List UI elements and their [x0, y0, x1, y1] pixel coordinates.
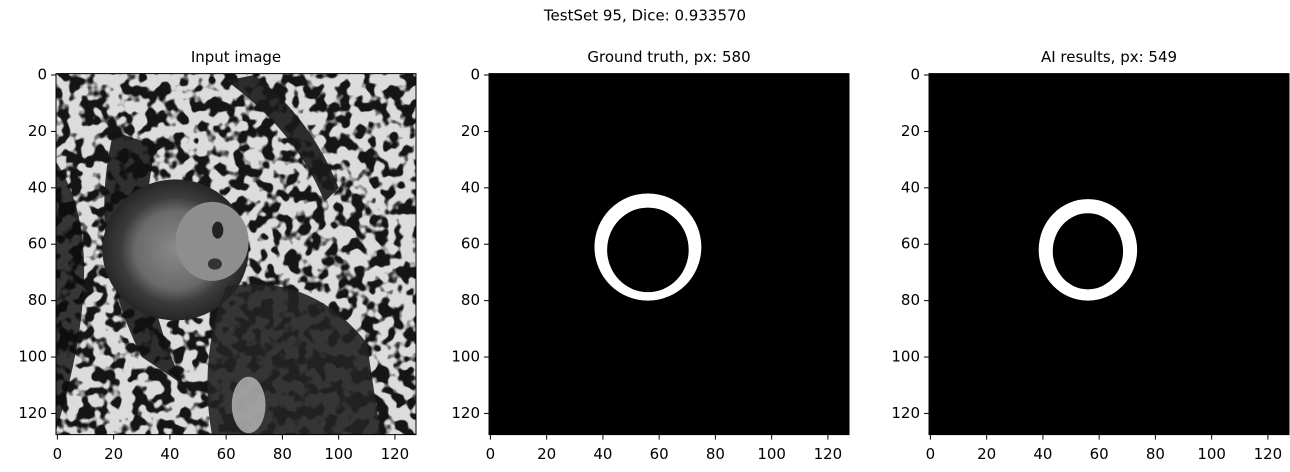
y-tick-label: 100 — [891, 348, 920, 366]
y-tick-label: 40 — [28, 178, 47, 196]
y-tick-label: 80 — [28, 291, 47, 309]
y-tick-label: 20 — [28, 122, 47, 140]
x-tick-label: 80 — [1146, 445, 1165, 463]
y-tick-label: 40 — [901, 178, 920, 196]
y-tick-label: 60 — [28, 235, 47, 253]
y-tick-label: 80 — [901, 291, 920, 309]
y-tick-label: 0 — [37, 66, 47, 84]
x-tick-label: 0 — [926, 445, 936, 463]
axes-title: AI results, px: 549 — [1041, 48, 1177, 66]
x-tick-label: 120 — [381, 445, 410, 463]
x-tick-label: 100 — [1197, 445, 1226, 463]
x-tick-label: 20 — [977, 445, 996, 463]
x-tick-label: 120 — [1254, 445, 1283, 463]
axes-frame — [488, 73, 850, 436]
x-tick-label: 120 — [814, 445, 843, 463]
y-tick-label: 100 — [451, 348, 480, 366]
y-tick-label: 0 — [910, 66, 920, 84]
y-tick-label: 120 — [18, 404, 47, 422]
y-tick-label: 0 — [470, 66, 480, 84]
ground-truth-mask — [489, 73, 849, 435]
x-tick-label: 20 — [104, 445, 123, 463]
x-tick-label: 80 — [273, 445, 292, 463]
x-tick-label: 60 — [650, 445, 669, 463]
x-tick-label: 40 — [160, 445, 179, 463]
x-tick-label: 60 — [1090, 445, 1109, 463]
y-tick-label: 80 — [461, 291, 480, 309]
x-tick-label: 40 — [1033, 445, 1052, 463]
figure-title: TestSet 95, Dice: 0.933570 — [543, 7, 746, 25]
y-tick-label: 60 — [461, 235, 480, 253]
x-tick-label: 40 — [593, 445, 612, 463]
axes-title: Input image — [191, 48, 281, 66]
y-tick-label: 120 — [451, 404, 480, 422]
x-tick-label: 100 — [324, 445, 353, 463]
x-tick-label: 0 — [53, 445, 63, 463]
input-image — [56, 73, 416, 435]
x-tick-label: 0 — [486, 445, 496, 463]
y-tick-label: 20 — [461, 122, 480, 140]
y-tick-label: 120 — [891, 404, 920, 422]
y-tick-label: 20 — [901, 122, 920, 140]
axes-frame — [928, 73, 1290, 436]
x-tick-label: 60 — [217, 445, 236, 463]
y-tick-label: 40 — [461, 178, 480, 196]
x-tick-label: 80 — [706, 445, 725, 463]
axes-title: Ground truth, px: 580 — [587, 48, 750, 66]
ai-result-mask — [929, 73, 1289, 435]
axes-frame — [55, 73, 417, 436]
x-tick-label: 100 — [757, 445, 786, 463]
y-tick-label: 60 — [901, 235, 920, 253]
x-tick-label: 20 — [537, 445, 556, 463]
y-tick-label: 100 — [18, 348, 47, 366]
